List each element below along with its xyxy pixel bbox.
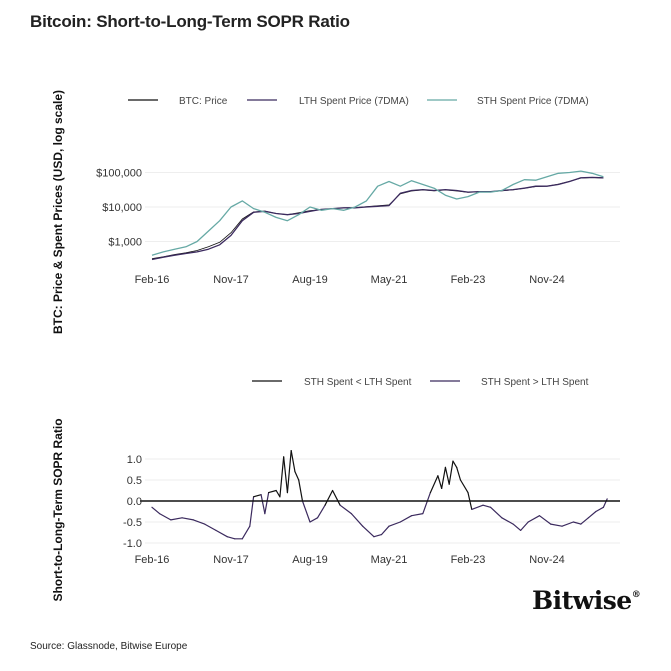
sopr-ratio-segment (324, 489, 334, 506)
sopr-ratio-segment (309, 517, 319, 523)
sopr-ratio-segment (373, 533, 383, 538)
legend-sth: STH Spent Price (7DMA) (477, 96, 589, 107)
sopr-ratio-segment (204, 523, 217, 532)
sopr-ratio-segment (286, 450, 292, 494)
y-tick-label: $10,000 (102, 202, 142, 214)
x-tick-label: Aug-19 (292, 554, 327, 566)
y-tick-label: 0.0 (127, 496, 142, 508)
sopr-ratio-segment (602, 498, 608, 508)
sopr-ratio-segment (380, 525, 390, 536)
sopr-ratio-segment (362, 525, 375, 538)
sopr-ratio-segment (595, 506, 605, 513)
x-tick-label: Nov-17 (213, 274, 248, 286)
sopr-ratio-segment (264, 492, 270, 515)
sopr-ratio-segment (301, 500, 311, 523)
legend-btc-price: BTC: Price (179, 96, 228, 107)
y-tick-label: $100,000 (96, 168, 142, 180)
sopr-ratio-segment (350, 512, 364, 527)
sopr-ratio-segment (215, 529, 228, 538)
sopr-ratio-segment (181, 517, 194, 521)
legend-sopr-above: STH Spent < LTH Spent (304, 377, 412, 388)
sopr-ratio-segment (226, 536, 236, 540)
sopr-ratio-segment (561, 521, 574, 527)
sopr-ratio-segment (452, 460, 458, 468)
legend-sopr-below: STH Spent > LTH Spent (481, 377, 589, 388)
sopr-ratio-segment (520, 521, 529, 532)
source-note: Source: Glassnode, Bitwise Europe (30, 641, 188, 652)
sopr-ratio-segment (456, 466, 462, 481)
sopr-ratio-segment (252, 494, 262, 498)
bottom-y-axis-label: Short-to-Long-Term SOPR Ratio (51, 418, 65, 601)
sopr-ratio-segment (241, 525, 251, 540)
sopr-ratio-segment (512, 523, 522, 532)
sopr-ratio-segment (482, 504, 492, 508)
sopr-ratio-segment (527, 515, 541, 523)
sopr-ratio-segment (290, 450, 296, 473)
sopr-ratio-segment (459, 479, 469, 494)
y-tick-label: 0.5 (127, 475, 142, 487)
sopr-ratio-segment (170, 517, 183, 521)
sopr-ratio-segment (444, 466, 450, 485)
sopr-ratio-segment (331, 489, 341, 506)
y-tick-label: -1.0 (123, 538, 142, 550)
sopr-ratio-segment (268, 489, 277, 494)
sopr-ratio-segment (260, 494, 266, 515)
bitwise-logo: Bitwise® (532, 586, 641, 615)
sth-spent-price-line (151, 170, 604, 256)
x-tick-label: May-21 (371, 274, 408, 286)
sopr-ratio-segment (399, 515, 413, 523)
y-tick-label: -0.5 (123, 517, 142, 529)
sopr-ratio-segment (158, 512, 172, 521)
chart-title: Bitcoin: Short-to-Long-Term SOPR Ratio (30, 12, 350, 31)
sopr-ratio-segment (587, 510, 597, 519)
legend-lth: LTH Spent Price (7DMA) (299, 96, 409, 107)
x-tick-label: Feb-23 (451, 274, 486, 286)
x-tick-label: Feb-16 (135, 554, 170, 566)
sopr-ratio-segment (471, 504, 484, 510)
y-tick-label: 1.0 (127, 454, 142, 466)
sopr-ratio-segment (441, 466, 447, 489)
sopr-ratio-segment (298, 479, 304, 502)
sopr-ratio-segment (437, 475, 443, 489)
x-tick-label: Feb-23 (451, 554, 486, 566)
sopr-ratio-segment (151, 506, 161, 515)
logo-text: Bitwise (532, 586, 632, 615)
sopr-ratio-segment (422, 492, 431, 515)
x-tick-label: Aug-19 (292, 274, 327, 286)
x-tick-label: May-21 (371, 554, 408, 566)
x-tick-label: Nov-17 (213, 554, 248, 566)
sopr-ratio-segment (410, 512, 424, 517)
sopr-ratio-segment (388, 521, 401, 527)
sopr-ratio-segment (279, 456, 285, 498)
sopr-ratio-segment (580, 517, 589, 525)
sopr-ratio-segment (192, 519, 206, 525)
sopr-ratio-segment (275, 489, 281, 498)
sopr-ratio-segment (538, 515, 552, 525)
sopr-ratio-segment (283, 456, 289, 494)
lth-spent-price-line (151, 176, 604, 261)
top-y-axis-label: BTC: Price & Spent Prices (USD, log scal… (51, 90, 65, 334)
x-tick-label: Nov-24 (529, 274, 564, 286)
sopr-ratio-segment (294, 471, 300, 481)
sopr-ratio-segment (339, 504, 352, 515)
sopr-ratio-segment (572, 521, 582, 525)
sopr-ratio-segment (550, 523, 563, 527)
x-tick-label: Feb-16 (135, 274, 170, 286)
btc-price-line (151, 177, 604, 259)
sopr-ratio-segment (429, 475, 439, 494)
sopr-ratio-segment (316, 504, 326, 519)
sopr-ratio-segment (448, 460, 454, 485)
sopr-ratio-segment (489, 506, 503, 519)
x-tick-label: Nov-24 (529, 554, 564, 566)
sopr-ratio-segment (501, 517, 514, 525)
y-tick-label: $1,000 (108, 237, 142, 249)
